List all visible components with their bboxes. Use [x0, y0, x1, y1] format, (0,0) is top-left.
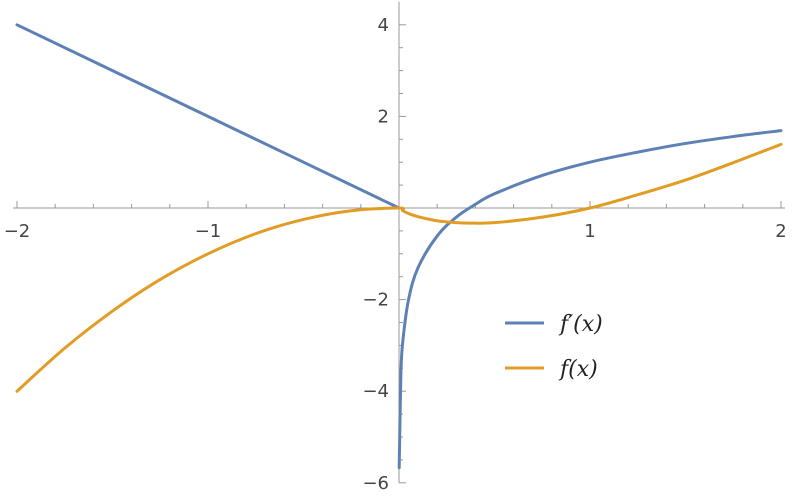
- x-tick-label: −2: [4, 221, 31, 242]
- x-tick-label: −1: [195, 221, 222, 242]
- y-tick-label: −6: [362, 473, 389, 494]
- y-tick-label: 4: [378, 15, 389, 36]
- x-tick-label: 2: [775, 221, 786, 242]
- series-lines: [15, 23, 783, 470]
- series-line-f: [15, 142, 783, 393]
- x-tick-label: 1: [584, 221, 595, 242]
- series-line-f-prime: [15, 23, 783, 470]
- legend-label: f(x): [558, 357, 598, 382]
- legend: f′(x) f(x): [505, 312, 603, 382]
- tick-labels: −2 −1 1 2 −6 −4 −2 2 4: [4, 15, 787, 494]
- y-tick-label: −4: [362, 381, 389, 402]
- legend-label: f′(x): [558, 312, 603, 337]
- y-tick-label: 2: [378, 106, 389, 127]
- y-tick-label: −2: [362, 290, 389, 311]
